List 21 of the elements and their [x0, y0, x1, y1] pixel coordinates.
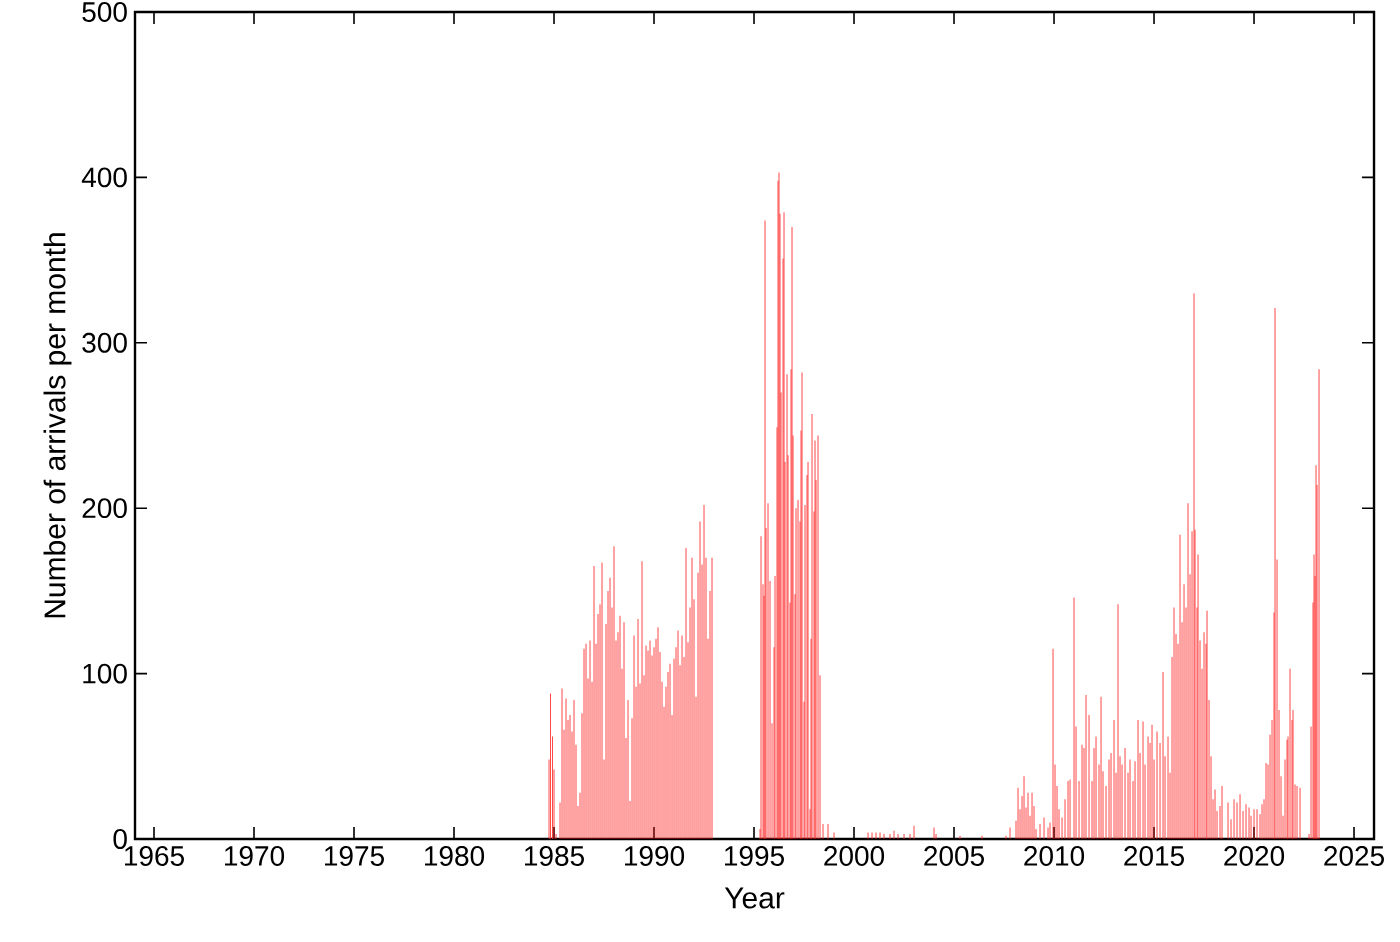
x-tick-label: 2000	[824, 846, 885, 866]
x-tick-label: 2020	[1224, 846, 1285, 866]
x-axis-title: Year	[724, 887, 785, 909]
x-tick-label: 1985	[525, 846, 584, 866]
x-tick-label: 2010	[1024, 846, 1085, 866]
y-tick-label: 200	[82, 498, 127, 519]
x-tick-label: 2015	[1124, 846, 1184, 866]
y-tick-label: 500	[82, 2, 127, 22]
x-tick-label: 2005	[924, 846, 984, 866]
x-tick-label: 1995	[725, 846, 784, 866]
y-tick-label: 0	[113, 829, 127, 849]
x-tick-label: 1970	[224, 846, 285, 866]
x-tick-label: 1965	[124, 846, 184, 866]
y-tick-label: 400	[81, 167, 127, 188]
x-tick-label: 1975	[325, 846, 384, 866]
y-tick-label: 100	[83, 663, 127, 684]
y-tick-label: 300	[82, 332, 127, 353]
y-axis-title: Number of arrivals per month	[43, 233, 72, 618]
x-tick-label: 2025	[1324, 846, 1384, 866]
x-tick-label: 1990	[625, 846, 685, 866]
x-tick-label: 1980	[425, 846, 485, 866]
